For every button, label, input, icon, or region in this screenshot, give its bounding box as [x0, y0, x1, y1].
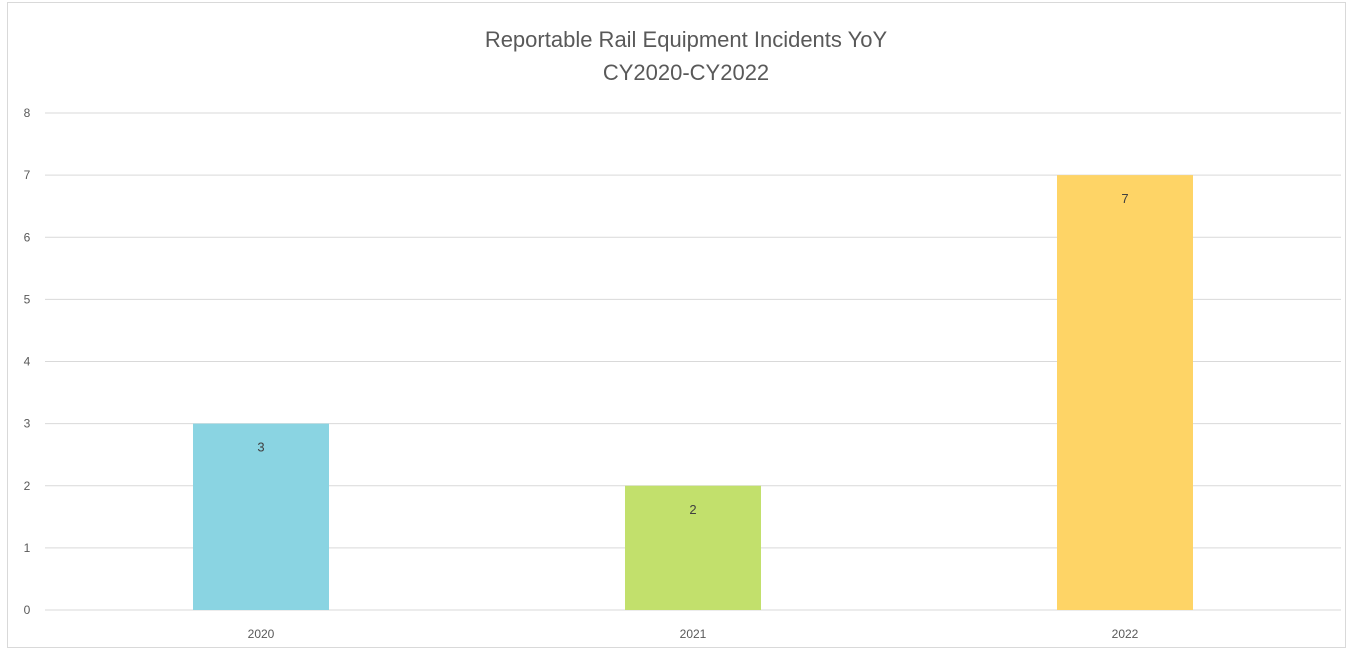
y-tick-label: 2	[24, 479, 31, 493]
chart-subtitle: CY2020-CY2022	[603, 60, 769, 85]
y-tick-label: 3	[24, 417, 31, 431]
y-tick-label: 0	[24, 603, 31, 617]
chart-title: Reportable Rail Equipment Incidents YoY	[485, 27, 888, 52]
x-tick-label-2022: 2022	[1112, 627, 1139, 641]
y-tick-label: 1	[24, 541, 31, 555]
x-axis-ticks: 2020 2021 2022	[248, 627, 1139, 641]
bar-2020	[193, 423, 329, 610]
y-tick-label: 4	[24, 355, 31, 369]
data-label-2022: 7	[1121, 191, 1128, 206]
y-tick-label: 8	[24, 106, 31, 120]
y-tick-label: 5	[24, 292, 31, 306]
bar-2022	[1057, 175, 1193, 610]
y-tick-label: 7	[24, 168, 31, 182]
x-tick-label-2020: 2020	[248, 627, 275, 641]
bars	[193, 175, 1193, 610]
y-tick-label: 6	[24, 230, 31, 244]
data-labels: 3 2 7	[257, 191, 1128, 517]
data-label-2021: 2	[689, 502, 696, 517]
x-tick-label-2021: 2021	[680, 627, 707, 641]
bar-2021	[625, 485, 761, 610]
data-label-2020: 3	[257, 440, 264, 455]
y-axis-ticks: 0 1 2 3 4 5 6 7 8	[24, 106, 31, 617]
